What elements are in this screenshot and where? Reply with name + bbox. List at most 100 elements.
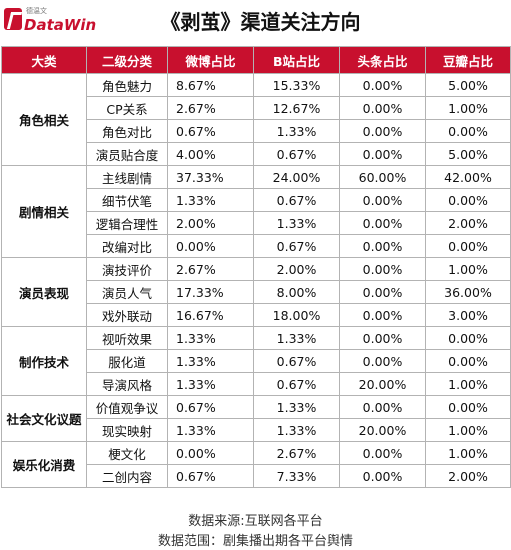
douban-cell: 1.00%	[425, 372, 511, 396]
bili-cell: 2.67%	[253, 441, 340, 465]
bili-cell: 1.33%	[253, 418, 340, 442]
subcategory-cell: 服化道	[86, 349, 168, 373]
toutiao-cell: 0.00%	[339, 464, 426, 488]
douban-cell: 1.00%	[425, 418, 511, 442]
header-douban: 豆瓣占比	[425, 46, 511, 74]
table-row: 娱乐化消费 梗文化 0.00% 2.67% 0.00% 1.00%	[1, 441, 511, 488]
page-title: 《剥茧》渠道关注方向	[160, 10, 361, 34]
toutiao-cell: 0.00%	[339, 349, 426, 373]
weibo-cell: 37.33%	[167, 165, 254, 189]
subcategory-cell: 逻辑合理性	[86, 211, 168, 235]
table-row: 改编对比 0.00% 0.67% 0.00% 0.00%	[2, 234, 511, 258]
subcategory-cell: 演员人气	[86, 280, 168, 304]
table-row: 细节伏笔 1.33% 0.67% 0.00% 0.00%	[2, 188, 511, 212]
table-row: 服化道 1.33% 0.67% 0.00% 0.00%	[2, 349, 511, 373]
bili-cell: 0.67%	[253, 349, 340, 373]
table-row: 角色对比 0.67% 1.33% 0.00% 0.00%	[2, 119, 511, 143]
header: 德温文 DataWin 《剥茧》渠道关注方向	[0, 0, 511, 44]
toutiao-cell: 0.00%	[339, 395, 426, 419]
douban-cell: 0.00%	[425, 119, 511, 143]
douban-cell: 0.00%	[425, 188, 511, 212]
table-row: 演员贴合度 4.00% 0.67% 0.00% 5.00%	[2, 142, 511, 166]
subcategory-cell: 梗文化	[86, 441, 168, 465]
subcategory-cell: 角色对比	[86, 119, 168, 143]
weibo-cell: 4.00%	[167, 142, 254, 166]
table-row: 演员表现 演技评价 2.67% 2.00% 0.00% 1.00%	[1, 257, 511, 327]
subcategory-cell: 现实映射	[86, 418, 168, 442]
weibo-cell: 8.67%	[167, 73, 254, 97]
category-cell: 娱乐化消费	[1, 441, 87, 488]
data-scope-note: 数据范围：剧集播出期各平台舆情	[157, 534, 353, 549]
datawin-logo: 德温文 DataWin	[4, 4, 96, 36]
header-weibo: 微博占比	[167, 46, 254, 74]
subcategory-cell: 角色魅力	[86, 73, 168, 97]
weibo-cell: 16.67%	[167, 303, 254, 327]
bili-cell: 2.00%	[253, 257, 340, 281]
toutiao-cell: 0.00%	[339, 441, 426, 465]
bili-cell: 24.00%	[253, 165, 340, 189]
douban-cell: 1.00%	[425, 96, 511, 120]
douban-cell: 42.00%	[425, 165, 511, 189]
weibo-cell: 0.00%	[167, 441, 254, 465]
header-subcategory: 二级分类	[86, 46, 168, 74]
douban-cell: 0.00%	[425, 395, 511, 419]
table-row: 角色相关 角色魅力 8.67% 15.33% 0.00% 5.00%	[1, 73, 511, 166]
table-row: 演员人气 17.33% 8.00% 0.00% 36.00%	[2, 280, 511, 304]
douban-cell: 1.00%	[425, 441, 511, 465]
toutiao-cell: 0.00%	[339, 234, 426, 258]
table-header-row: 大类 二级分类 微博占比 B站占比 头条占比 豆瓣占比	[1, 46, 511, 74]
category-cell: 社会文化议题	[1, 395, 87, 442]
subcategory-cell: 主线剧情	[86, 165, 168, 189]
bili-cell: 1.33%	[253, 119, 340, 143]
weibo-cell: 1.33%	[167, 188, 254, 212]
douban-cell: 2.00%	[425, 211, 511, 235]
subcategory-cell: 演员贴合度	[86, 142, 168, 166]
bili-cell: 0.67%	[253, 234, 340, 258]
weibo-cell: 1.33%	[167, 418, 254, 442]
header-category: 大类	[1, 46, 87, 74]
subcategory-cell: 改编对比	[86, 234, 168, 258]
table-row: 导演风格 1.33% 0.67% 20.00% 1.00%	[2, 372, 511, 396]
category-cell: 角色相关	[1, 73, 87, 166]
toutiao-cell: 60.00%	[339, 165, 426, 189]
weibo-cell: 2.00%	[167, 211, 254, 235]
toutiao-cell: 0.00%	[339, 73, 426, 97]
category-cell: 剧情相关	[1, 165, 87, 258]
subcategory-cell: 导演风格	[86, 372, 168, 396]
toutiao-cell: 0.00%	[339, 303, 426, 327]
table-row: 社会文化议题 价值观争议 0.67% 1.33% 0.00% 0.00%	[1, 395, 511, 442]
toutiao-cell: 20.00%	[339, 418, 426, 442]
subcategory-cell: 细节伏笔	[86, 188, 168, 212]
table-row: 二创内容 0.67% 7.33% 0.00% 2.00%	[2, 464, 511, 488]
bili-cell: 12.67%	[253, 96, 340, 120]
weibo-cell: 0.00%	[167, 234, 254, 258]
toutiao-cell: 0.00%	[339, 211, 426, 235]
douban-cell: 5.00%	[425, 73, 511, 97]
weibo-cell: 17.33%	[167, 280, 254, 304]
subcategory-cell: 演技评价	[86, 257, 168, 281]
data-source-note: 数据来源:互联网各平台	[188, 514, 323, 529]
toutiao-cell: 0.00%	[339, 188, 426, 212]
datawin-logo-icon	[4, 8, 22, 30]
douban-cell: 1.00%	[425, 257, 511, 281]
douban-cell: 0.00%	[425, 326, 511, 350]
bili-cell: 1.33%	[253, 326, 340, 350]
bili-cell: 1.33%	[253, 395, 340, 419]
bili-cell: 0.67%	[253, 372, 340, 396]
table-row: CP关系 2.67% 12.67% 0.00% 1.00%	[2, 96, 511, 120]
douban-cell: 3.00%	[425, 303, 511, 327]
bili-cell: 15.33%	[253, 73, 340, 97]
weibo-cell: 0.67%	[167, 119, 254, 143]
toutiao-cell: 20.00%	[339, 372, 426, 396]
subcategory-cell: 二创内容	[86, 464, 168, 488]
subcategory-cell: 价值观争议	[86, 395, 168, 419]
toutiao-cell: 0.00%	[339, 257, 426, 281]
category-cell: 制作技术	[1, 326, 87, 396]
douban-cell: 0.00%	[425, 234, 511, 258]
table-row: 制作技术 视听效果 1.33% 1.33% 0.00% 0.00%	[1, 326, 511, 396]
toutiao-cell: 0.00%	[339, 280, 426, 304]
bili-cell: 0.67%	[253, 142, 340, 166]
header-toutiao: 头条占比	[339, 46, 426, 74]
weibo-cell: 0.67%	[167, 464, 254, 488]
weibo-cell: 2.67%	[167, 96, 254, 120]
